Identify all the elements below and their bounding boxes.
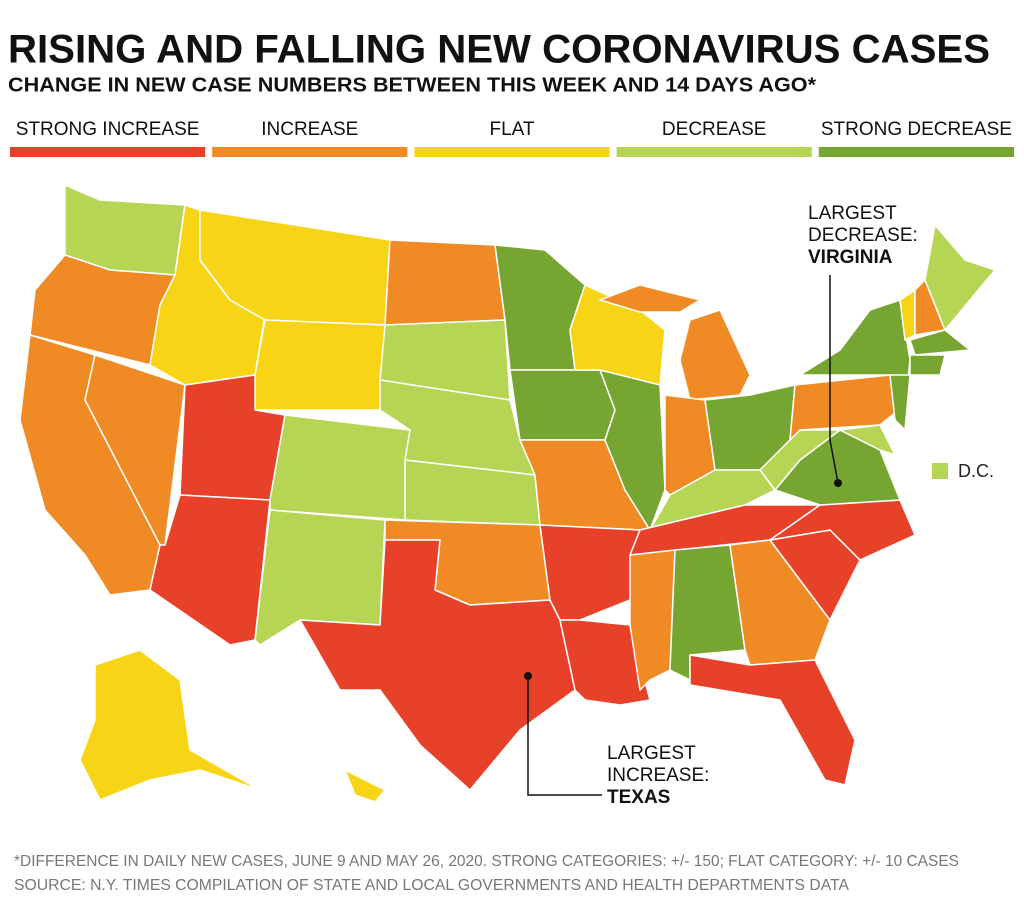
state [924, 224, 996, 331]
annotation-state: VIRGINIA [808, 247, 893, 268]
state [384, 239, 506, 326]
leader-dot [524, 672, 532, 680]
dc-label: D.C. [958, 461, 994, 481]
legend-swatch [414, 147, 610, 157]
state [494, 244, 586, 371]
state [254, 319, 386, 411]
state [559, 619, 651, 706]
state [509, 369, 616, 441]
source-note: SOURCE: N.Y. TIMES COMPILATION OF STATE … [14, 877, 849, 894]
leader-line [527, 676, 602, 796]
legend-swatch [10, 147, 206, 157]
state [269, 414, 411, 521]
legend-label: STRONG DECREASE [821, 119, 1012, 140]
state [909, 329, 971, 356]
legend-swatch [818, 147, 1014, 157]
state [889, 374, 911, 431]
legend-label: FLAT [489, 119, 534, 140]
legend-label: STRONG INCREASE [16, 119, 200, 140]
state [839, 424, 896, 456]
subtitle: CHANGE IN NEW CASE NUMBERS BETWEEN THIS … [8, 74, 816, 96]
state [599, 369, 666, 531]
legend-swatch [212, 147, 408, 157]
state [539, 524, 641, 621]
dc-swatch [932, 463, 948, 479]
annotation-text: DECREASE: [808, 225, 918, 246]
annotation-text: LARGEST [808, 203, 897, 224]
state [344, 769, 386, 803]
state [629, 549, 676, 691]
legend: STRONG INCREASE INCREASE FLAT DECREASE STRON… [10, 119, 1014, 157]
state [689, 654, 856, 786]
annotation-state: TEXAS [607, 787, 670, 808]
state [909, 354, 946, 376]
state [149, 494, 271, 646]
annotation-text: INCREASE: [607, 765, 709, 786]
state [299, 539, 576, 791]
state [679, 309, 751, 401]
annotation-text: LARGEST [607, 743, 696, 764]
state [599, 284, 701, 313]
leader-line [829, 275, 839, 484]
title: RISING AND FALLING NEW CORONAVIRUS CASES [8, 28, 990, 72]
leader-dot [834, 479, 842, 487]
legend-label: INCREASE [261, 119, 358, 140]
states [19, 184, 996, 803]
legend-label: DECREASE [662, 119, 767, 140]
footnote: *DIFFERENCE IN DAILY NEW CASES, JUNE 9 A… [14, 853, 959, 870]
legend-swatch [616, 147, 812, 157]
state [79, 649, 261, 801]
